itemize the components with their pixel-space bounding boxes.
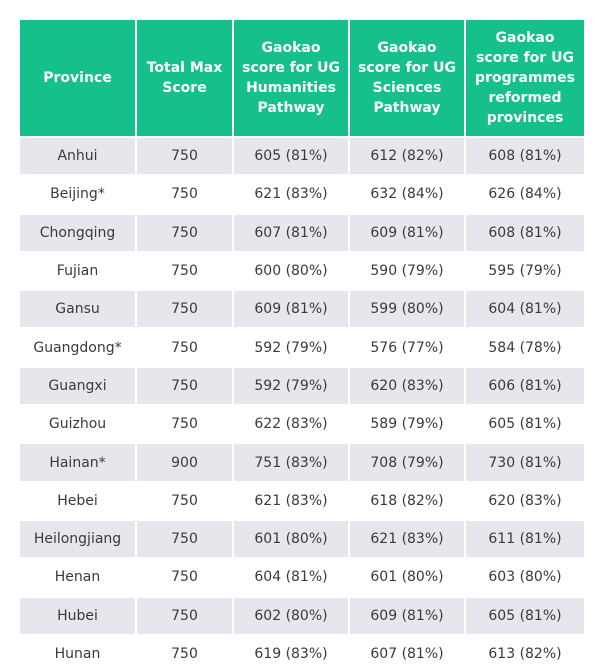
cell-province: Hubei — [20, 595, 137, 634]
cell-province: Hebei — [20, 480, 137, 519]
cell-humanities-score: 621 (83%) — [234, 174, 350, 213]
header-reformed-provinces: Gaokao score for UG programmes reformed … — [466, 20, 584, 136]
table-row: Beijing* 750 621 (83%) 632 (84%) 626 (84%) — [20, 174, 584, 213]
cell-sciences-score: 609 (81%) — [350, 595, 466, 634]
cell-province: Guizhou — [20, 404, 137, 443]
cell-reformed-score: 730 (81%) — [466, 442, 584, 481]
cell-humanities-score: 619 (83%) — [234, 633, 350, 672]
cell-sciences-score: 708 (79%) — [350, 442, 466, 481]
cell-humanities-score: 607 (81%) — [234, 212, 350, 251]
cell-sciences-score: 599 (80%) — [350, 289, 466, 328]
table-row: Hebei 750 621 (83%) 618 (82%) 620 (83%) — [20, 480, 584, 519]
table-row: Guizhou 750 622 (83%) 589 (79%) 605 (81%) — [20, 404, 584, 443]
cell-total-max-score: 750 — [137, 518, 234, 558]
cell-province: Anhui — [20, 136, 137, 175]
cell-province: Guangdong* — [20, 327, 137, 366]
gaokao-score-table: Province Total Max Score Gaokao score fo… — [20, 20, 584, 672]
header-row: Province Total Max Score Gaokao score fo… — [20, 20, 584, 136]
cell-humanities-score: 592 (79%) — [234, 327, 350, 366]
cell-humanities-score: 600 (80%) — [234, 250, 350, 290]
cell-total-max-score: 750 — [137, 250, 234, 290]
cell-reformed-score: 608 (81%) — [466, 212, 584, 251]
cell-total-max-score: 750 — [137, 174, 234, 213]
cell-province: Chongqing — [20, 212, 137, 251]
cell-province: Guangxi — [20, 365, 137, 405]
cell-province: Fujian — [20, 250, 137, 290]
table-row: Gansu 750 609 (81%) 599 (80%) 604 (81%) — [20, 289, 584, 328]
cell-sciences-score: 590 (79%) — [350, 250, 466, 290]
table-row: Hubei 750 602 (80%) 609 (81%) 605 (81%) — [20, 595, 584, 634]
cell-total-max-score: 750 — [137, 365, 234, 405]
cell-reformed-score: 605 (81%) — [466, 404, 584, 443]
cell-reformed-score: 584 (78%) — [466, 327, 584, 366]
table-body: Anhui 750 605 (81%) 612 (82%) 608 (81%) Beiji… — [20, 136, 584, 672]
cell-humanities-score: 622 (83%) — [234, 404, 350, 443]
cell-reformed-score: 603 (80%) — [466, 557, 584, 596]
cell-sciences-score: 632 (84%) — [350, 174, 466, 213]
cell-sciences-score: 607 (81%) — [350, 633, 466, 672]
header-province: Province — [20, 20, 137, 136]
cell-total-max-score: 750 — [137, 595, 234, 634]
cell-total-max-score: 750 — [137, 289, 234, 328]
cell-reformed-score: 620 (83%) — [466, 480, 584, 519]
cell-total-max-score: 750 — [137, 327, 234, 366]
table-row: Chongqing 750 607 (81%) 609 (81%) 608 (81%) — [20, 212, 584, 251]
table-row: Hunan 750 619 (83%) 607 (81%) 613 (82%) — [20, 633, 584, 672]
cell-reformed-score: 604 (81%) — [466, 289, 584, 328]
cell-province: Hainan* — [20, 442, 137, 481]
cell-sciences-score: 612 (82%) — [350, 136, 466, 175]
cell-total-max-score: 750 — [137, 136, 234, 175]
cell-sciences-score: 576 (77%) — [350, 327, 466, 366]
cell-humanities-score: 609 (81%) — [234, 289, 350, 328]
table-row: Heilongjiang 750 601 (80%) 621 (83%) 611 (81… — [20, 518, 584, 558]
table-row: Guangdong* 750 592 (79%) 576 (77%) 584 (78%) — [20, 327, 584, 366]
cell-reformed-score: 626 (84%) — [466, 174, 584, 213]
cell-total-max-score: 750 — [137, 212, 234, 251]
header-sciences-pathway: Gaokao score for UG Sciences Pathway — [350, 20, 466, 136]
cell-humanities-score: 751 (83%) — [234, 442, 350, 481]
cell-reformed-score: 611 (81%) — [466, 518, 584, 558]
cell-sciences-score: 589 (79%) — [350, 404, 466, 443]
cell-humanities-score: 601 (80%) — [234, 518, 350, 558]
cell-humanities-score: 621 (83%) — [234, 480, 350, 519]
table-row: Guangxi 750 592 (79%) 620 (83%) 606 (81%) — [20, 365, 584, 405]
cell-province: Hunan — [20, 633, 137, 672]
cell-total-max-score: 750 — [137, 557, 234, 596]
cell-reformed-score: 605 (81%) — [466, 595, 584, 634]
cell-reformed-score: 613 (82%) — [466, 633, 584, 672]
table-row: Hainan* 900 751 (83%) 708 (79%) 730 (81%) — [20, 442, 584, 481]
cell-sciences-score: 601 (80%) — [350, 557, 466, 596]
cell-sciences-score: 618 (82%) — [350, 480, 466, 519]
table-row: Fujian 750 600 (80%) 590 (79%) 595 (79%) — [20, 250, 584, 290]
cell-total-max-score: 900 — [137, 442, 234, 481]
cell-humanities-score: 602 (80%) — [234, 595, 350, 634]
cell-province: Gansu — [20, 289, 137, 328]
table-row: Henan 750 604 (81%) 601 (80%) 603 (80%) — [20, 557, 584, 596]
cell-humanities-score: 592 (79%) — [234, 365, 350, 405]
cell-humanities-score: 604 (81%) — [234, 557, 350, 596]
cell-total-max-score: 750 — [137, 480, 234, 519]
cell-reformed-score: 608 (81%) — [466, 136, 584, 175]
cell-province: Henan — [20, 557, 137, 596]
cell-total-max-score: 750 — [137, 633, 234, 672]
cell-sciences-score: 621 (83%) — [350, 518, 466, 558]
header-humanities-pathway: Gaokao score for UG Humanities Pathway — [234, 20, 350, 136]
gaokao-score-table-container: Province Total Max Score Gaokao score fo… — [20, 20, 584, 672]
table-header: Province Total Max Score Gaokao score fo… — [20, 20, 584, 136]
cell-sciences-score: 609 (81%) — [350, 212, 466, 251]
cell-province: Beijing* — [20, 174, 137, 213]
cell-sciences-score: 620 (83%) — [350, 365, 466, 405]
cell-reformed-score: 595 (79%) — [466, 250, 584, 290]
header-total-max-score: Total Max Score — [137, 20, 234, 136]
cell-humanities-score: 605 (81%) — [234, 136, 350, 175]
table-row: Anhui 750 605 (81%) 612 (82%) 608 (81%) — [20, 136, 584, 175]
cell-total-max-score: 750 — [137, 404, 234, 443]
cell-reformed-score: 606 (81%) — [466, 365, 584, 405]
cell-province: Heilongjiang — [20, 518, 137, 558]
